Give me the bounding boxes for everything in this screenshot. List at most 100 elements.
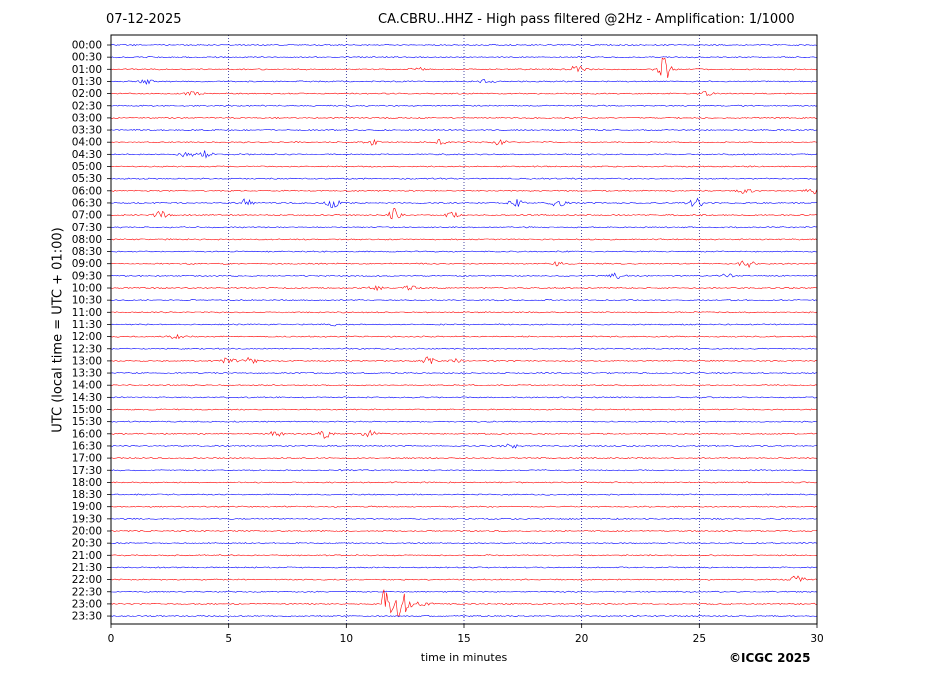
trace-2000 <box>111 529 818 533</box>
y-tick-label: 13:30 <box>72 368 102 380</box>
y-axis-label: UTC (local time = UTC + 01:00) <box>50 227 66 433</box>
x-axis-label: time in minutes <box>420 651 508 664</box>
y-tick-label: 05:00 <box>72 161 102 173</box>
y-tick-label: 01:30 <box>72 76 102 88</box>
trace-1500 <box>110 408 818 411</box>
chart-title: CA.CBRU..HHZ - High pass filtered @2Hz -… <box>378 12 795 27</box>
y-tick-label: 23:30 <box>72 611 102 623</box>
copyright-label: ©ICGC 2025 <box>729 651 811 665</box>
trace-1000 <box>110 285 818 292</box>
y-tick-label: 22:30 <box>72 586 102 598</box>
y-tick-label: 19:00 <box>72 501 102 513</box>
trace-1600 <box>110 429 818 439</box>
y-tick-label: 09:30 <box>72 270 102 282</box>
y-tick-label: 06:00 <box>72 185 102 197</box>
trace-0500 <box>110 165 818 168</box>
y-tick-label: 03:30 <box>72 125 102 137</box>
trace-1230 <box>110 347 817 350</box>
trace-1900 <box>110 505 818 508</box>
y-tick-label: 16:30 <box>72 440 102 452</box>
y-tick-label: 02:30 <box>72 100 102 112</box>
y-tick-label: 04:30 <box>72 149 102 161</box>
trace-1530 <box>110 420 818 423</box>
y-tick-label: 11:30 <box>72 319 102 331</box>
y-tick-label: 23:00 <box>72 598 102 610</box>
trace-1930 <box>110 517 818 520</box>
y-tick-label: 20:30 <box>72 538 102 550</box>
y-tick-label: 04:00 <box>72 137 102 149</box>
x-tick-label: 0 <box>108 633 115 645</box>
trace-1700 <box>110 457 818 460</box>
y-tick-label: 12:00 <box>72 331 102 343</box>
trace-0730 <box>110 226 817 229</box>
trace-2230 <box>111 590 818 593</box>
x-tick-label: 25 <box>693 633 706 645</box>
trace-0000 <box>110 43 818 47</box>
y-tick-label: 07:00 <box>72 210 102 222</box>
y-tick-label: 14:30 <box>72 392 102 404</box>
trace-1430 <box>110 396 818 399</box>
y-tick-label: 19:30 <box>72 513 102 525</box>
y-tick-label: 16:00 <box>72 428 102 440</box>
x-tick-label: 30 <box>810 633 823 645</box>
x-tick-label: 10 <box>340 633 353 645</box>
date-label: 07-12-2025 <box>106 12 182 27</box>
trace-1330 <box>110 371 818 375</box>
trace-0330 <box>110 128 818 132</box>
y-tick-label: 01:00 <box>72 64 102 76</box>
y-tick-label: 17:00 <box>72 453 102 465</box>
trace-0430 <box>110 150 818 159</box>
y-tick-label: 20:00 <box>72 526 102 538</box>
trace-0530 <box>110 177 818 180</box>
y-tick-label: 00:30 <box>72 52 102 64</box>
y-tick-label: 08:30 <box>72 246 102 258</box>
trace-1800 <box>111 481 818 484</box>
y-tick-label: 15:00 <box>72 404 102 416</box>
trace-2100 <box>110 554 817 557</box>
trace-1400 <box>110 384 818 387</box>
y-tick-label: 18:30 <box>72 489 102 501</box>
trace-1200 <box>110 333 818 340</box>
y-tick-label: 15:30 <box>72 416 102 428</box>
y-tick-label: 02:00 <box>72 88 102 100</box>
y-tick-label: 00:00 <box>72 40 102 52</box>
y-tick-label: 14:00 <box>72 380 102 392</box>
trace-1830 <box>110 493 818 496</box>
y-tick-label: 21:00 <box>72 550 102 562</box>
trace-1730 <box>110 469 818 472</box>
y-tick-label: 13:00 <box>72 355 102 367</box>
trace-0130 <box>110 78 818 85</box>
trace-0600 <box>110 188 818 195</box>
trace-2330 <box>110 615 818 618</box>
y-tick-label: 06:30 <box>72 197 102 209</box>
trace-0300 <box>110 116 817 120</box>
y-tick-label: 18:00 <box>72 477 102 489</box>
x-tick-label: 15 <box>457 633 470 645</box>
y-tick-label: 11:00 <box>72 307 102 319</box>
x-tick-label: 20 <box>575 633 588 645</box>
trace-0800 <box>110 238 818 241</box>
y-tick-label: 12:30 <box>72 343 102 355</box>
trace-0230 <box>110 104 818 107</box>
y-tick-label: 09:00 <box>72 258 102 270</box>
y-tick-label: 21:30 <box>72 562 102 574</box>
trace-0900 <box>110 260 818 269</box>
trace-1100 <box>110 311 818 314</box>
y-tick-label: 10:00 <box>72 283 102 295</box>
trace-0100 <box>110 57 818 78</box>
trace-0830 <box>111 250 818 253</box>
trace-2030 <box>110 542 818 545</box>
trace-2130 <box>110 566 817 569</box>
trace-0700 <box>110 208 818 220</box>
y-tick-label: 08:00 <box>72 234 102 246</box>
trace-0200 <box>110 91 817 96</box>
trace-1300 <box>110 356 818 364</box>
y-tick-label: 07:30 <box>72 222 102 234</box>
y-tick-label: 17:30 <box>72 465 102 477</box>
trace-0630 <box>110 197 818 208</box>
trace-1030 <box>110 299 818 302</box>
trace-2300 <box>110 589 817 618</box>
x-tick-label: 5 <box>225 633 232 645</box>
trace-1630 <box>110 443 818 449</box>
